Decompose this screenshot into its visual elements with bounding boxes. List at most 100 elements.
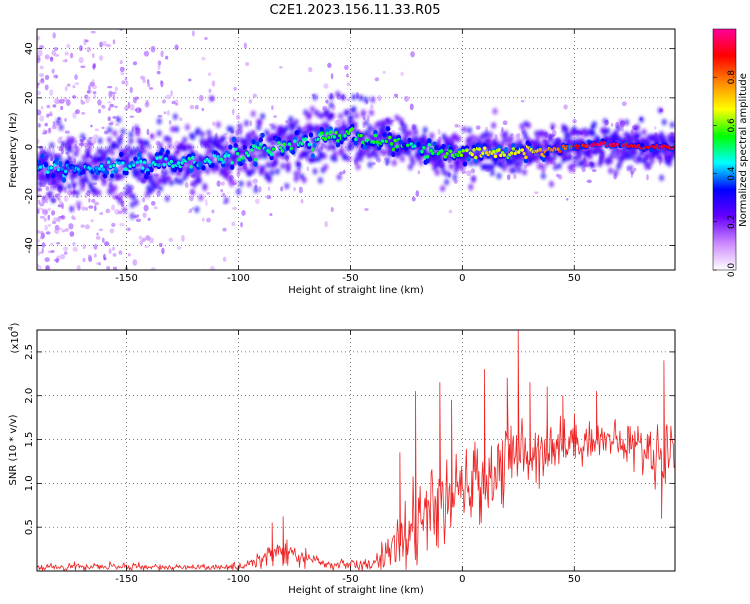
spectrogram-core-outer (308, 132, 314, 138)
spectrogram-speck (371, 162, 376, 166)
spectrogram-speck (95, 235, 101, 240)
spectrogram-core-inner (114, 166, 118, 171)
spectrogram-speck (205, 199, 208, 207)
spectrogram-speck (108, 122, 114, 126)
spectrogram-speck (248, 99, 253, 104)
spectrogram-halo-blob (335, 90, 341, 98)
spectrogram-halo-blob (563, 125, 569, 133)
spectrogram-speck (129, 104, 135, 111)
spectrogram-core-outer (473, 157, 478, 164)
spectrogram-halo-blob (303, 109, 309, 116)
spectrogram-halo-blob (522, 168, 527, 176)
spectrogram-speck (133, 214, 138, 219)
spectrogram-speck (112, 116, 117, 119)
spectrogram-halo-blob (489, 169, 495, 177)
spectrogram-halo-blob (348, 114, 354, 121)
spectrogram-halo-blob (374, 152, 380, 160)
spectrogram-halo-blob (158, 142, 163, 149)
spectrogram-speck (53, 258, 60, 262)
spectrogram-halo-blob (578, 128, 584, 136)
spectrogram-core-inner (271, 147, 276, 151)
spectrogram-speck (344, 64, 349, 70)
spectrogram-speck (206, 191, 211, 195)
spectrogram-halo-blob (93, 161, 99, 168)
spectrogram-core-inner (58, 163, 62, 168)
y-tick-label: 0 (24, 144, 35, 150)
spectrogram-speck (327, 62, 332, 68)
spectrogram-core-inner (282, 142, 286, 147)
spectrogram-speck (61, 202, 64, 209)
spectrogram-core-outer (290, 149, 296, 155)
x-tick-label: -50 (342, 574, 358, 585)
spectrogram-halo-blob (616, 124, 621, 132)
y-tick-label: 0.5 (24, 519, 35, 535)
spectrogram-core-inner (316, 137, 320, 141)
spectrogram-core-inner (230, 160, 234, 165)
spectrogram-halo-blob (107, 136, 112, 144)
spectrogram-core-inner (124, 167, 129, 172)
spectrogram-speck (87, 84, 91, 91)
spectrogram-halo-blob (80, 184, 86, 192)
spectrogram-halo-blob (61, 140, 67, 148)
spectrogram-halo-blob (661, 118, 667, 126)
spectrogram-speck (78, 142, 84, 147)
spectrogram-halo-blob (320, 142, 326, 149)
spectrogram-halo-blob (571, 161, 577, 169)
spectrogram-speck (334, 119, 340, 126)
spectrogram-speck (41, 288, 46, 292)
spectrogram-speck (347, 98, 350, 102)
spectrogram-halo-blob (115, 193, 120, 201)
spectrogram-halo-blob (550, 123, 556, 130)
spectrogram-halo-blob (348, 144, 354, 151)
spectrogram-speck (39, 202, 45, 207)
spectrogram-core-inner (373, 133, 378, 138)
spectrogram-halo-blob (312, 94, 318, 101)
spectrogram-core-inner (429, 148, 433, 153)
spectrogram-speck (81, 111, 86, 115)
spectrogram-core-inner (522, 151, 526, 156)
spectrogram-speck (135, 107, 141, 114)
spectrogram-core-outer (416, 141, 421, 147)
spectrogram-speck (107, 106, 111, 111)
spectrogram-core-inner (244, 151, 249, 155)
spectrogram-halo-blob (133, 146, 139, 154)
spectrogram-speck (40, 106, 44, 110)
spectrogram-halo-blob (587, 153, 593, 160)
spectrogram-halo-blob (309, 105, 315, 113)
spectrogram-halo-blob (410, 159, 416, 166)
spectrogram-core-inner (337, 133, 342, 138)
spectrogram-speck (92, 53, 95, 59)
spectrogram-halo-blob (318, 177, 323, 184)
spectrogram-speck (107, 116, 111, 122)
spectrogram-speck (82, 257, 86, 263)
spectrogram-halo-blob (238, 180, 244, 187)
spectrogram-core-outer (541, 156, 547, 163)
snr-series-line (37, 330, 675, 571)
spectrogram-core-inner (108, 164, 113, 169)
spectrogram-halo-blob (133, 124, 139, 132)
spectrogram-core-outer (247, 156, 253, 162)
spectrogram-speck (44, 257, 50, 263)
spectrogram-speck (37, 251, 41, 256)
spectrogram-halo-blob (250, 129, 256, 137)
spectrogram-core-inner (158, 155, 163, 160)
spectrogram-halo-blob (69, 205, 75, 213)
spectrogram-speck (141, 237, 146, 243)
spectrogram-speck (324, 220, 328, 228)
spectrogram-halo-blob (540, 172, 546, 180)
spectrogram-speck (69, 52, 74, 59)
spectrogram-speck (411, 196, 416, 202)
spectrogram-speck (48, 127, 51, 133)
spectrogram-halo-blob (592, 120, 597, 128)
spectrogram-speck (208, 88, 212, 93)
spectrogram-halo-blob (221, 134, 227, 142)
spectrogram-core-inner (56, 167, 61, 172)
spectrogram-core-inner (278, 146, 283, 150)
spectrogram-halo-blob (468, 183, 474, 191)
spectrogram-speck (65, 313, 68, 317)
x-tick-label: 50 (568, 574, 581, 585)
spectrogram-speck (194, 105, 199, 110)
spectrogram-speck (346, 73, 349, 78)
spectrogram-halo-blob (80, 133, 86, 140)
spectrogram-halo-blob (48, 151, 53, 159)
